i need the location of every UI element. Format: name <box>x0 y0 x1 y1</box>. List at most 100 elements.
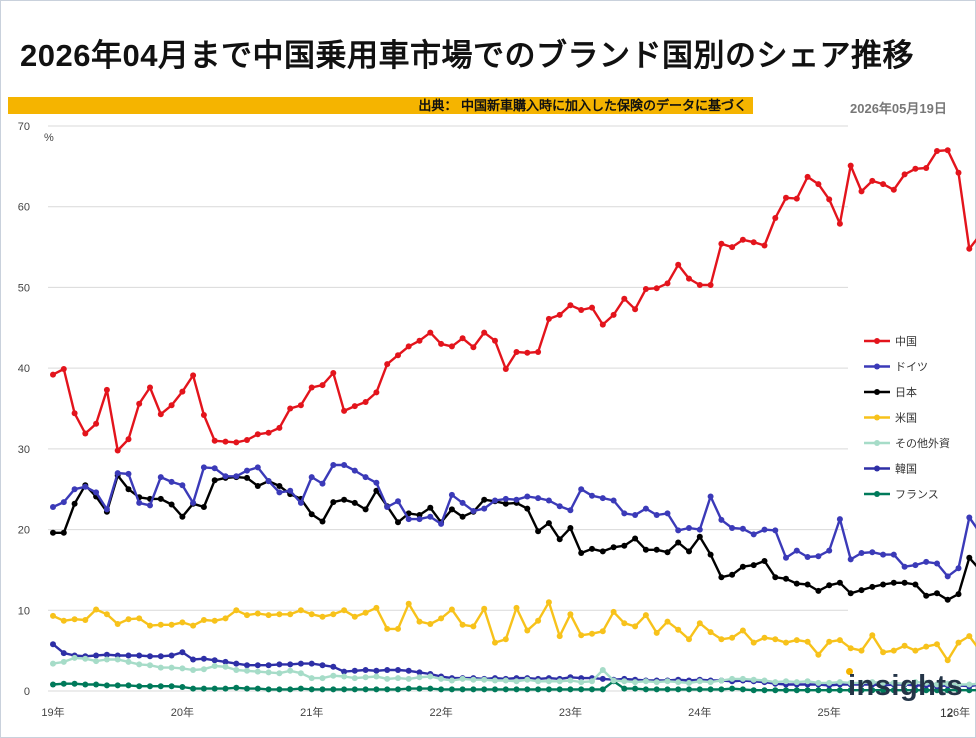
data-point <box>395 498 401 505</box>
data-point <box>308 675 315 682</box>
data-point <box>729 685 736 692</box>
data-point <box>254 668 261 675</box>
data-point <box>341 686 348 693</box>
data-point <box>912 647 919 654</box>
data-point <box>373 479 380 486</box>
data-point <box>642 686 649 693</box>
data-point <box>686 686 692 693</box>
data-point <box>901 171 908 178</box>
data-point <box>502 686 509 693</box>
data-point <box>233 473 240 480</box>
data-point <box>103 611 110 618</box>
data-point <box>502 500 509 507</box>
data-point <box>82 655 89 662</box>
series-line <box>52 601 976 662</box>
data-point <box>82 617 89 623</box>
insights-logo: insights <box>848 670 964 702</box>
data-point <box>599 628 606 635</box>
data-point <box>804 554 811 560</box>
data-point <box>890 647 897 654</box>
x-tick-label: 20年 <box>171 705 194 719</box>
data-point <box>233 667 240 673</box>
data-point <box>362 674 369 681</box>
data-point <box>384 625 391 632</box>
data-point <box>395 352 401 359</box>
x-tick-label: 25年 <box>818 705 841 719</box>
data-point <box>179 388 186 395</box>
data-point <box>384 686 391 693</box>
data-point <box>254 431 261 438</box>
data-point <box>793 580 800 587</box>
data-point <box>427 504 434 511</box>
data-point <box>362 399 369 405</box>
data-point <box>729 634 736 641</box>
data-point <box>535 528 542 535</box>
data-point <box>254 685 261 692</box>
source-text: 出典： 中国新車購入時に加入した保険のデータに基づく <box>418 98 747 113</box>
data-point <box>923 679 930 686</box>
data-point <box>955 591 962 598</box>
data-point <box>934 560 940 567</box>
data-point <box>481 496 488 503</box>
data-point <box>524 493 531 500</box>
data-point <box>578 486 585 493</box>
data-point <box>60 617 67 624</box>
data-point <box>739 627 746 634</box>
data-point <box>826 582 833 589</box>
data-point <box>686 548 692 555</box>
data-point <box>729 571 736 578</box>
data-point <box>200 685 207 692</box>
data-point <box>492 686 498 693</box>
data-point <box>60 366 67 372</box>
data-point <box>524 686 531 693</box>
data-point <box>438 675 445 682</box>
data-point <box>297 685 304 692</box>
data-point <box>341 607 348 614</box>
data-point <box>912 687 919 694</box>
data-point <box>125 616 132 623</box>
data-point <box>567 507 574 514</box>
data-point <box>373 487 380 494</box>
data-point <box>696 533 703 540</box>
data-point <box>222 663 229 670</box>
y-axis-ticks: 0 10 20 30 40 50 60 70 <box>18 121 30 698</box>
legend-item: 米国 <box>864 412 917 425</box>
legend-swatch-marker <box>874 491 880 497</box>
data-point <box>545 520 552 527</box>
data-point <box>880 551 887 558</box>
data-point <box>535 349 542 355</box>
data-point <box>664 618 671 625</box>
data-point <box>804 678 811 685</box>
data-point <box>147 653 153 660</box>
data-point <box>438 520 445 527</box>
data-point <box>459 335 466 342</box>
data-point <box>545 315 552 322</box>
data-point <box>244 437 250 443</box>
data-point <box>502 366 509 372</box>
data-point <box>653 686 660 693</box>
data-point <box>448 343 455 350</box>
data-point <box>190 667 197 673</box>
data-point <box>686 679 692 686</box>
data-point <box>772 679 779 686</box>
data-point <box>341 462 348 468</box>
data-point <box>642 546 649 553</box>
data-point <box>254 464 261 471</box>
data-point <box>556 633 563 640</box>
data-point <box>481 505 488 512</box>
data-point <box>341 407 348 414</box>
data-point <box>955 687 962 694</box>
data-point <box>147 384 153 391</box>
data-point <box>772 574 779 581</box>
data-point <box>556 311 563 318</box>
data-point <box>60 529 67 536</box>
data-point <box>750 562 757 569</box>
data-point <box>416 685 423 692</box>
data-point <box>233 607 240 614</box>
data-point <box>707 493 714 500</box>
data-point <box>373 686 380 693</box>
data-point <box>233 660 240 667</box>
data-point <box>793 687 800 694</box>
